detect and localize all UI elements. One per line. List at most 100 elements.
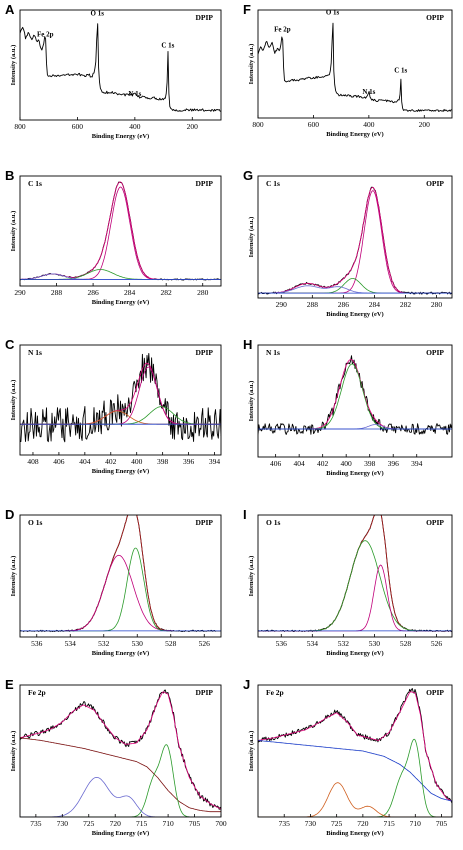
x-tick-label: 710 (162, 819, 174, 828)
y-axis-title: Intensity (a.u.) (248, 44, 255, 85)
x-tick-label: 282 (161, 288, 173, 297)
x-tick-label: 200 (187, 122, 199, 131)
sample-tag: OPIP (426, 518, 444, 527)
panel-letter: A (5, 2, 15, 17)
series-line (258, 186, 452, 295)
sample-tag: DPIP (196, 13, 214, 22)
y-axis-title: Intensity (a.u.) (10, 211, 17, 252)
series-group (20, 181, 221, 281)
x-tick-label: 280 (197, 288, 209, 297)
panel-letter: H (243, 337, 252, 352)
peak-label: C 1s (161, 41, 174, 49)
region-tag: N 1s (28, 348, 42, 357)
series-line (20, 23, 221, 112)
x-tick-label: 290 (276, 300, 288, 309)
series-group (258, 515, 452, 633)
panel-letter: C (5, 337, 15, 352)
peak-label: N 1s (362, 88, 375, 96)
region-tag: C 1s (266, 179, 280, 188)
series-line (20, 515, 221, 632)
x-tick-label: 284 (369, 300, 381, 309)
plot-frame (19, 684, 222, 818)
x-tick-label: 700 (215, 819, 227, 828)
plot-frame (19, 344, 222, 456)
panel-a: 800 600 400 200 Binding Energy (eV) Intensity… (5, 2, 222, 140)
x-axis-title: Binding Energy (eV) (92, 830, 149, 837)
plot-frame (257, 9, 453, 119)
sample-tag: DPIP (196, 179, 214, 188)
x-tick-label: 530 (369, 639, 381, 648)
panel-f: 800 600 400 200 Binding Energy (eV) Intensity… (243, 2, 453, 138)
x-tick-label: 526 (199, 639, 211, 648)
plot-frame (257, 344, 453, 458)
sample-tag: OPIP (426, 179, 444, 188)
x-tick-label: 394 (209, 457, 221, 466)
x-tick-label: 534 (65, 639, 77, 648)
series-line (258, 691, 452, 802)
x-tick-label: 528 (165, 639, 177, 648)
x-tick-label: 532 (98, 639, 110, 648)
x-tick-label: 400 (129, 122, 141, 131)
plot-frame (19, 514, 222, 638)
plot-frame (19, 175, 222, 287)
x-tick-label: 720 (110, 819, 122, 828)
panel-letter: I (243, 507, 247, 522)
panel-b: 290 288 286 284 282 280 Binding Energy (eV) Int… (5, 168, 222, 306)
y-axis-title: Intensity (a.u.) (248, 556, 255, 597)
x-tick-label: 402 (317, 459, 329, 468)
sample-tag: OPIP (426, 13, 444, 22)
x-tick-label: 735 (279, 819, 291, 828)
x-tick-label: 408 (27, 457, 39, 466)
x-axis-title: Binding Energy (eV) (92, 468, 149, 475)
series-line (258, 359, 452, 430)
series-line (20, 737, 221, 813)
series-line (20, 691, 221, 810)
series-group (258, 688, 452, 817)
series-line (20, 689, 221, 811)
x-tick-label: 290 (14, 288, 26, 297)
x-tick-label: 404 (79, 457, 91, 466)
series-line (258, 186, 452, 294)
x-tick-label: 286 (338, 300, 350, 309)
series-line (258, 782, 452, 817)
y-axis-title: Intensity (a.u.) (10, 45, 17, 86)
sample-tag: OPIP (426, 348, 444, 357)
panel-letter: F (243, 2, 251, 17)
y-axis-title: Intensity (a.u.) (248, 731, 255, 772)
panel-letter: J (243, 677, 250, 692)
x-tick-label: 402 (105, 457, 117, 466)
y-axis-title: Intensity (a.u.) (248, 217, 255, 258)
series-line (258, 285, 452, 294)
sample-tag: DPIP (196, 348, 214, 357)
x-tick-label: 200 (419, 120, 431, 129)
x-tick-label: 396 (183, 457, 195, 466)
peak-label: N 1s (128, 90, 141, 98)
plot-frame (257, 514, 453, 638)
panel-letter: E (5, 677, 14, 692)
panel-g: 290 288 286 284 282 280 Binding Energy (eV) Int… (243, 168, 453, 318)
series-group (20, 352, 221, 443)
x-tick-label: 735 (30, 819, 42, 828)
peak-label: Fe 2p (37, 30, 54, 38)
series-group (20, 515, 221, 633)
x-tick-label: 530 (132, 639, 144, 648)
x-axis-title: Binding Energy (eV) (326, 650, 383, 657)
peak-label: O 1s (91, 10, 105, 18)
x-tick-label: 400 (363, 120, 375, 129)
x-tick-label: 725 (83, 819, 95, 828)
series-line (258, 424, 452, 430)
x-tick-label: 284 (124, 288, 136, 297)
series-line (258, 515, 452, 632)
series-line (258, 564, 452, 632)
region-tag: O 1s (28, 518, 42, 527)
region-tag: Fe 2p (28, 688, 46, 697)
series-line (20, 366, 221, 425)
x-tick-label: 730 (305, 819, 317, 828)
series-group (20, 689, 221, 817)
panel-letter: D (5, 507, 14, 522)
x-tick-label: 600 (308, 120, 320, 129)
panel-e: 735 730 725 720 715 710 705 700 Binding Energy (… (5, 677, 227, 837)
x-tick-label: 400 (131, 457, 143, 466)
x-tick-label: 536 (31, 639, 43, 648)
